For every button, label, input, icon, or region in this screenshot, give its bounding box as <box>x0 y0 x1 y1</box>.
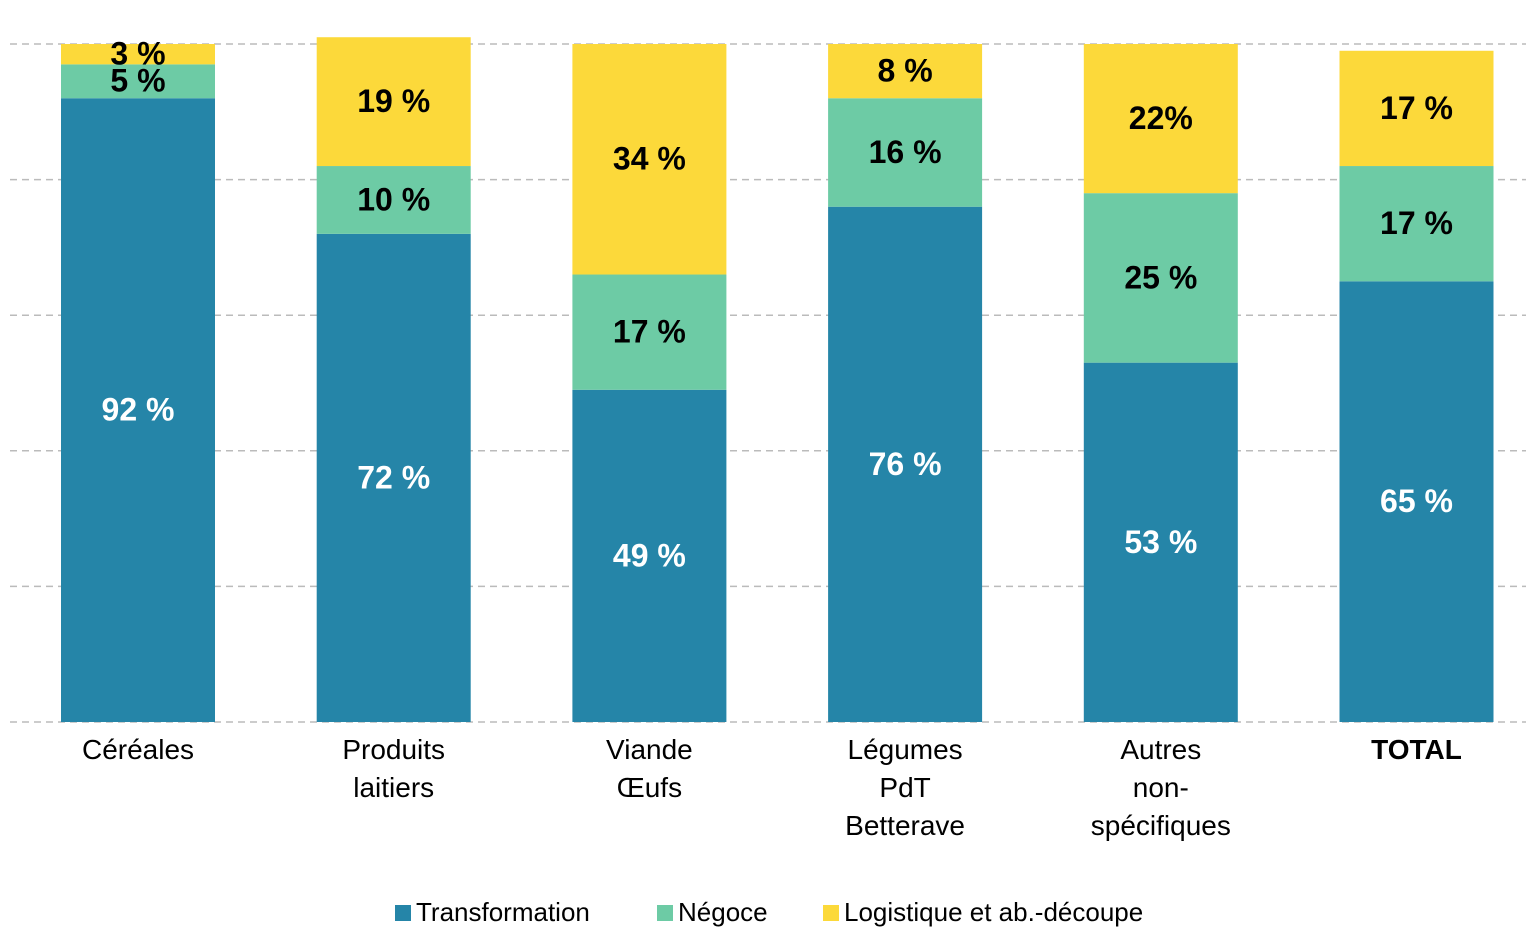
legend-label: Transformation <box>416 897 590 927</box>
legend: Transformation Négoce Logistique et ab.-dé… <box>395 897 1143 927</box>
bar-segment <box>572 274 727 390</box>
value-label: 17 % <box>1380 90 1453 126</box>
x-tick-line: Légumes <box>848 734 963 765</box>
bar-segment <box>828 98 983 207</box>
x-tick-line: laitiers <box>353 772 434 803</box>
legend-label: Négoce <box>678 897 768 927</box>
bar-segment <box>1339 281 1494 722</box>
x-tick-line: TOTAL <box>1371 734 1462 765</box>
x-tick-line: PdT <box>879 772 930 803</box>
value-label: 5 % <box>110 63 165 99</box>
bar-segment <box>316 166 471 234</box>
x-tick-label: Produits laitiers <box>342 734 445 803</box>
value-label: 19 % <box>357 83 430 119</box>
value-label: 49 % <box>613 537 686 573</box>
value-label: 22% <box>1129 100 1193 136</box>
x-tick-label: TOTAL <box>1371 734 1462 765</box>
value-label: 10 % <box>357 181 430 217</box>
bar-segment <box>828 206 983 723</box>
value-label: 8 % <box>878 53 933 89</box>
x-tick-line: Œufs <box>617 772 682 803</box>
x-tick-line: Betterave <box>845 810 965 841</box>
x-tick-line: Céréales <box>82 734 194 765</box>
bar-segment <box>61 44 215 65</box>
bar-segment <box>316 233 471 722</box>
value-label: 76 % <box>869 446 942 482</box>
value-label: 17 % <box>1380 205 1453 241</box>
value-label: 53 % <box>1124 524 1197 560</box>
x-tick-line: spécifiques <box>1091 810 1231 841</box>
bar-segment <box>1339 50 1494 167</box>
x-tick-line: Autres <box>1120 734 1201 765</box>
bar-segment <box>572 389 727 722</box>
x-tick-label: Viande Œufs <box>606 734 693 803</box>
bar-segment <box>61 64 215 99</box>
legend-swatch <box>657 905 673 921</box>
x-tick-line: Produits <box>342 734 445 765</box>
grid <box>10 43 1526 723</box>
value-label: 92 % <box>102 392 175 428</box>
bars <box>61 37 1494 723</box>
x-tick-line: Viande <box>606 734 693 765</box>
x-tick-line: non- <box>1133 772 1189 803</box>
legend-swatch <box>823 905 839 921</box>
value-label: 72 % <box>357 459 430 495</box>
x-tick-label: Légumes PdT Betterave <box>845 734 965 841</box>
bar-segment <box>1083 362 1238 722</box>
bar-segment <box>61 98 215 723</box>
bar-segment <box>828 44 983 99</box>
value-label: 16 % <box>869 134 942 170</box>
bar-segment <box>316 37 471 167</box>
bar-segment <box>1083 193 1238 363</box>
bar-segment <box>1339 166 1494 282</box>
value-label: 3 % <box>110 36 165 72</box>
value-label: 34 % <box>613 141 686 177</box>
x-tick-label: Céréales <box>82 734 194 765</box>
legend-swatch <box>395 905 411 921</box>
bar-segment <box>1083 44 1238 194</box>
value-label: 25 % <box>1124 259 1197 295</box>
bar-segment <box>572 44 727 275</box>
value-label: 65 % <box>1380 483 1453 519</box>
x-tick-label: Autres non-spécifiques <box>1091 734 1231 841</box>
value-label: 17 % <box>613 314 686 350</box>
legend-label: Logistique et ab.-découpe <box>844 897 1143 927</box>
labels: 92 % 5 %3 % 72 % 10 % 19 % 49 % 17 % 34 % 76 % 16… <box>102 36 1453 574</box>
